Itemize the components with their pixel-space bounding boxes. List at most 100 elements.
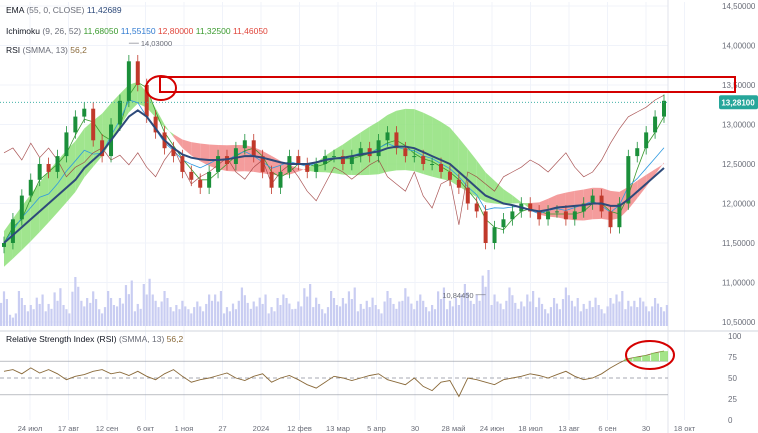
volume-bar	[8, 314, 12, 326]
volume-bar	[431, 305, 434, 326]
volume-bar	[588, 300, 591, 326]
cloud-segment	[164, 124, 174, 138]
volume-bar	[561, 299, 565, 326]
volume-bar	[442, 287, 446, 326]
volume-bar	[591, 307, 594, 326]
volume-bar	[240, 287, 244, 326]
volume-bar	[237, 300, 240, 326]
legend-rsi-pane[interactable]: Relative Strength Index (RSI) (SMMA, 13)…	[6, 334, 183, 344]
candle-body	[2, 243, 6, 247]
candle-body	[635, 148, 640, 157]
volume-bar	[594, 297, 597, 326]
legend-ema-name: EMA	[6, 5, 24, 15]
cloud-segment	[298, 167, 308, 172]
cloud-segment	[360, 126, 370, 176]
cloud-segment	[494, 180, 504, 205]
candle-body	[55, 156, 60, 172]
volume-bar	[454, 298, 458, 326]
volume-bar	[101, 313, 104, 326]
volume-bar	[546, 313, 550, 326]
volume-bar	[112, 305, 116, 326]
rsi-tick-label: 0	[728, 416, 733, 425]
candle-body	[501, 219, 506, 228]
volume-bar	[353, 287, 356, 326]
cloud-segment	[119, 84, 129, 127]
volume-bar	[508, 287, 511, 326]
volume-bar	[606, 306, 609, 326]
volume-bar	[573, 306, 576, 326]
volume-bar	[579, 311, 582, 326]
time-tick-label: 5 апр	[367, 424, 386, 433]
legend-rsi-main[interactable]: RSI (SMMA, 13) 56,2	[6, 45, 87, 55]
cloud-segment	[209, 144, 219, 170]
volume-bar	[196, 301, 199, 326]
volume-bar	[615, 294, 618, 326]
volume-bar	[222, 313, 226, 326]
volume-bar	[243, 295, 246, 326]
highlight-circle-main	[145, 75, 177, 101]
legend-ichimoku-value-5: 11,46050	[232, 26, 268, 36]
time-tick-label: 12 фев	[287, 424, 312, 433]
volume-bar	[326, 307, 330, 326]
candle-body	[546, 211, 551, 220]
volume-bar	[157, 307, 160, 326]
volume-bar	[368, 307, 371, 326]
volume-bar	[205, 303, 208, 326]
rsi-tick-label: 50	[728, 374, 737, 383]
candle-body	[340, 156, 345, 164]
volume-bar	[139, 308, 142, 326]
annotations	[145, 75, 736, 370]
volume-bar	[383, 301, 386, 326]
price-labels: 13,28100 14,03000 10,84450	[0, 39, 758, 300]
legend-ichimoku[interactable]: Ichimoku (9, 26, 52) 11,68050 11,55150 1…	[6, 26, 268, 36]
volume-bars	[0, 270, 668, 326]
volume-bar	[484, 286, 487, 326]
cloud-segment	[218, 145, 227, 172]
cloud-segment	[182, 139, 192, 156]
volume-bar	[267, 313, 270, 326]
cloud-segment	[378, 114, 388, 175]
volume-bar	[71, 291, 74, 326]
volume-bar	[433, 309, 437, 326]
volume-bar	[321, 309, 324, 326]
candle-body	[46, 164, 51, 172]
time-tick-label: 6 окт	[137, 424, 155, 433]
time-tick-label: 18 окт	[674, 424, 696, 433]
candle-body	[278, 171, 283, 188]
volume-bar	[172, 311, 175, 326]
candle-body	[617, 203, 622, 228]
volume-bar	[148, 278, 151, 326]
cloud-segment	[655, 162, 664, 175]
volume-bar	[555, 303, 559, 326]
candle-body	[563, 211, 568, 220]
volume-bar	[448, 300, 452, 326]
volume-bar	[288, 303, 291, 326]
cloud-segment	[548, 194, 557, 218]
volume-bar	[80, 300, 83, 326]
volume-bar	[202, 311, 205, 326]
candle-body	[626, 156, 631, 204]
volume-bar	[231, 303, 235, 326]
candle-body	[537, 211, 542, 220]
volume-bar	[0, 302, 3, 326]
cloud-segment	[39, 171, 49, 232]
volume-bar	[529, 301, 532, 326]
candle-body	[528, 203, 533, 212]
cloud-segment	[111, 93, 120, 142]
legend-ichimoku-name: Ichimoku	[6, 26, 41, 36]
volume-bar	[23, 305, 26, 326]
volume-bar	[309, 284, 312, 326]
time-tick-label: 24 июн	[480, 424, 504, 433]
legend-ema[interactable]: EMA (55, 0, CLOSE) 11,42689	[6, 5, 122, 15]
volume-bar	[463, 284, 466, 326]
volume-bar	[439, 299, 443, 326]
volume-bar	[401, 300, 404, 326]
volume-bar	[374, 305, 377, 326]
cloud-segment	[30, 182, 40, 242]
candle-body	[430, 164, 435, 165]
cloud-segment	[235, 145, 245, 172]
volume-bar	[219, 291, 223, 326]
volume-bar	[392, 303, 395, 326]
price-tick-label: 13,00000	[722, 121, 756, 130]
